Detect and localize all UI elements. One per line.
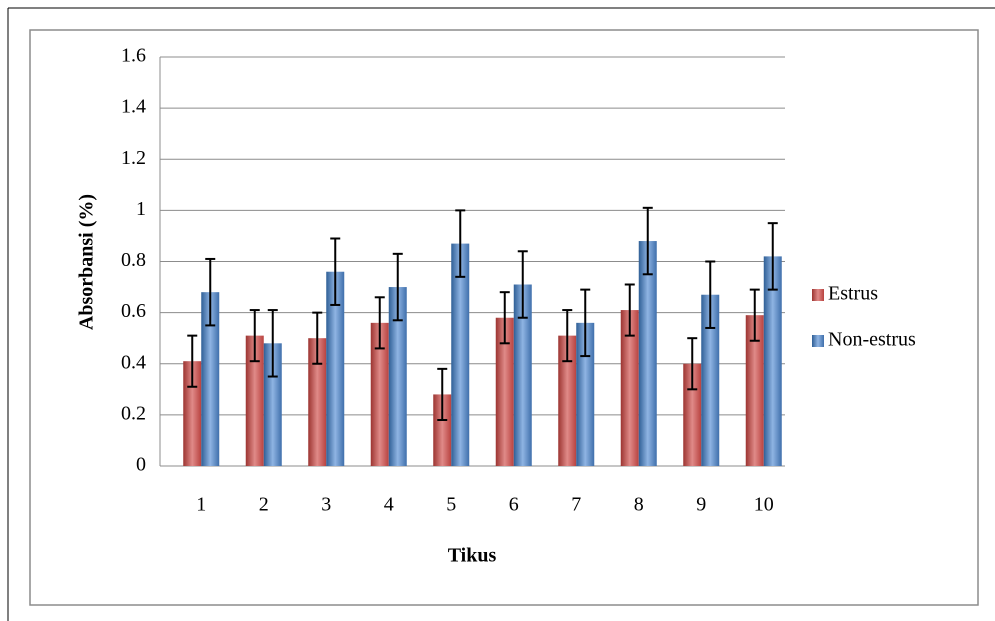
- y-tick-label: 1.2: [121, 147, 146, 169]
- legend-swatch: [812, 335, 824, 347]
- y-axis-title: Absorbansi (%): [76, 194, 98, 330]
- x-tick-label: 9: [696, 494, 706, 516]
- x-tick-label: 3: [321, 494, 331, 516]
- chart: Absorbansi (%) Tikus 0 0.2 0.4 0.6 0.8 1 1.2 1.…: [0, 0, 995, 621]
- x-tick-label: 1: [196, 494, 206, 516]
- y-tick-label: 1.6: [121, 45, 146, 67]
- y-tick-label: 1.4: [121, 96, 146, 118]
- x-tick-label: 2: [259, 494, 269, 516]
- y-tick-label: 1: [136, 198, 146, 220]
- y-tick-label: 0.2: [121, 402, 146, 424]
- y-tick-label: 0: [136, 454, 146, 476]
- legend-label: Non-estrus: [828, 329, 916, 351]
- y-tick-label: 0.6: [121, 300, 146, 322]
- x-tick-label: 7: [571, 494, 581, 516]
- x-tick-label: 10: [754, 494, 774, 516]
- x-tick-label: 4: [384, 494, 394, 516]
- x-tick-label: 5: [446, 494, 456, 516]
- page: Absorbansi (%) Tikus 0 0.2 0.4 0.6 0.8 1 1.2 1.…: [0, 0, 995, 621]
- y-tick-label: 0.8: [121, 249, 146, 271]
- legend-label: Estrus: [828, 283, 878, 305]
- x-tick-label: 6: [509, 494, 519, 516]
- x-axis-title: Tikus: [448, 545, 497, 567]
- y-tick-label: 0.4: [121, 351, 146, 373]
- legend-swatch: [812, 289, 824, 301]
- x-tick-label: 8: [634, 494, 644, 516]
